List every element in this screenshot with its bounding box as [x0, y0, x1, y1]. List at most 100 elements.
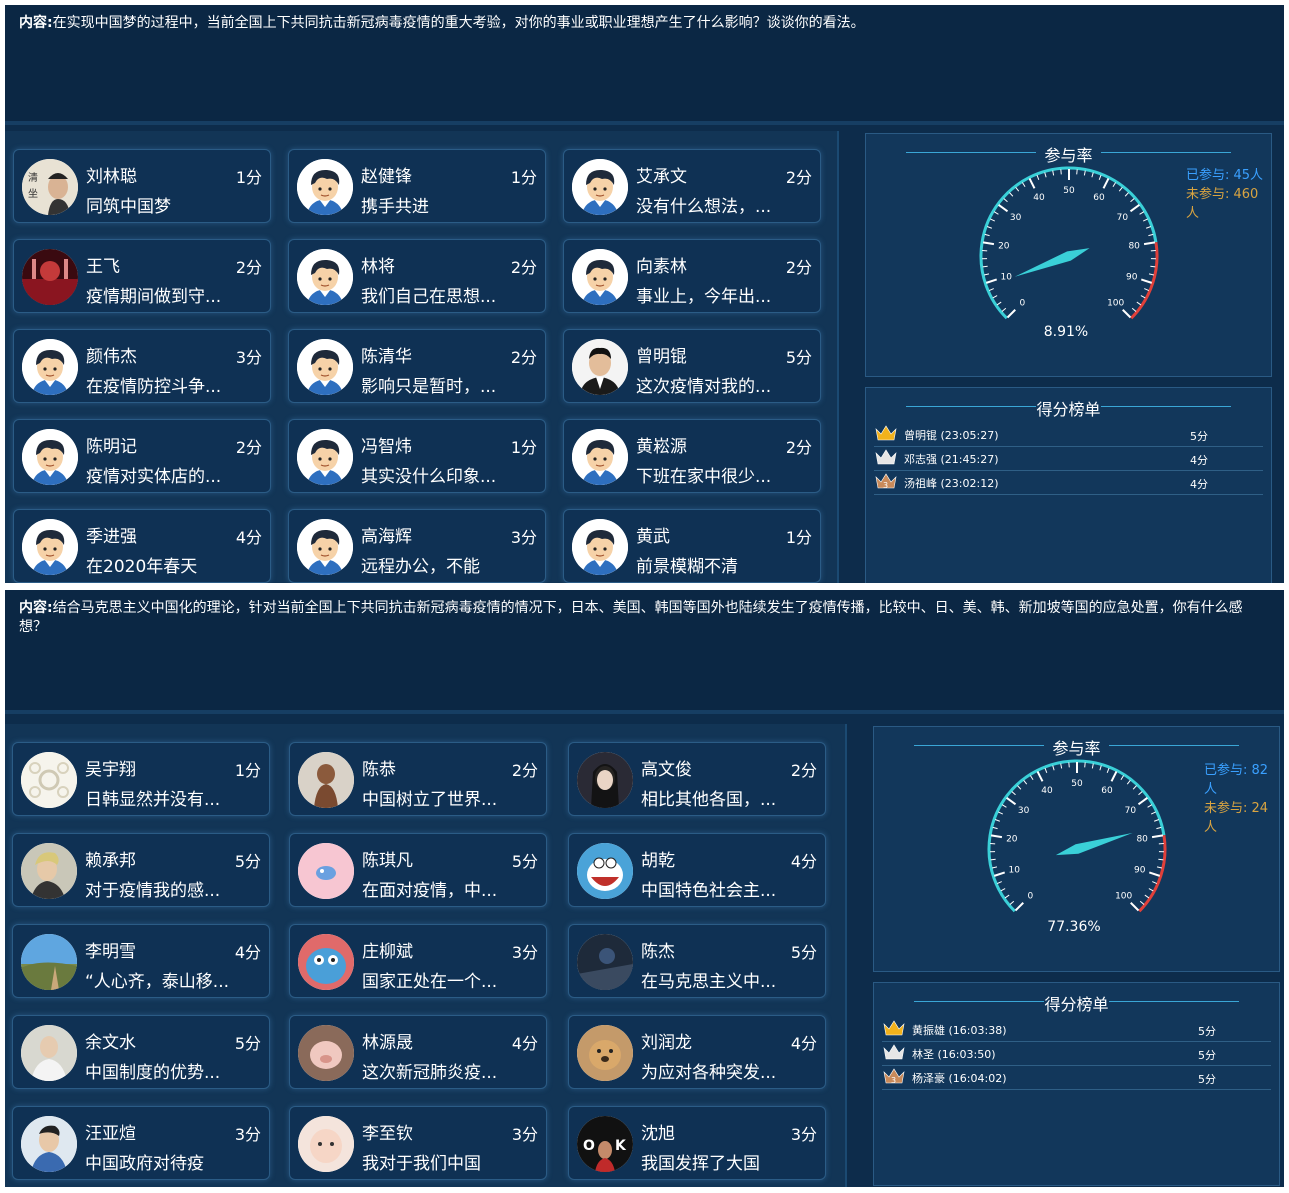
gauge-tick-label: 50 — [1063, 186, 1075, 196]
gauge-minor-tick — [1021, 182, 1026, 188]
avatar: 清坐 — [22, 159, 78, 215]
answer-card[interactable]: 陈恭 2分 中国树立了世界... — [289, 742, 547, 816]
gauge-minor-tick — [1130, 198, 1135, 203]
ranking-row: 3 汤祖峰 (23:02:12) 4分 — [874, 470, 1263, 495]
gauge-tick-label: 0 — [1019, 299, 1025, 309]
answer-card[interactable]: 陈明记 2分 疫情对实体店的... — [13, 419, 271, 493]
gauge-minor-tick — [1009, 192, 1014, 197]
answer-card[interactable]: 林将 2分 我们自己在思想... — [288, 239, 546, 313]
gauge-major-tick — [1130, 902, 1140, 912]
gauge-minor-tick — [996, 301, 1002, 306]
gauge-major-tick — [1151, 834, 1164, 839]
gauge-minor-tick — [1015, 186, 1020, 192]
gauge-tick-label: 10 — [1001, 272, 1013, 282]
svg-text:K: K — [615, 1138, 627, 1154]
answer-card[interactable]: O K 沈旭 3分 我国发挥了大国 — [568, 1106, 826, 1180]
gauge-arc — [1130, 242, 1159, 320]
answer-card[interactable]: 高海辉 3分 远程办公，不能 — [288, 509, 546, 583]
answer-excerpt: 疫情对实体店的... — [86, 467, 222, 487]
gauge-needle — [1055, 832, 1133, 856]
answer-excerpt: 我对于我们中国 — [362, 1154, 481, 1174]
avatar — [572, 159, 628, 215]
answer-excerpt: 事业上，今年出... — [636, 287, 772, 307]
score: 5分 — [511, 852, 538, 871]
answer-card[interactable]: 黄武 1分 前景模糊不清 — [563, 509, 821, 583]
gauge-arc — [1138, 835, 1167, 913]
answer-card[interactable]: 曾明锟 5分 这次疫情对我的... — [563, 329, 821, 403]
avatar — [577, 934, 633, 990]
answer-card[interactable]: 清坐刘林聪 1分 同筑中国梦 — [13, 149, 271, 223]
answer-card[interactable]: 李明雪 4分 “人心齐，泰山移... — [12, 924, 270, 998]
avatar — [572, 249, 628, 305]
participation-legend: 已参与: 82人 未参与: 24人 — [1204, 761, 1279, 837]
answer-card[interactable]: 季进强 4分 在2020年春天 — [13, 509, 271, 583]
answer-card[interactable]: 汪亚煊 3分 中国政府对待疫 — [12, 1106, 270, 1180]
answer-card[interactable]: 胡乾 4分 中国特色社会主... — [568, 833, 826, 907]
answer-card[interactable]: 陈清华 2分 影响只是暂时，... — [288, 329, 546, 403]
gauge-tick-label: 100 — [1107, 299, 1124, 309]
avatar — [577, 1025, 633, 1081]
answer-card[interactable]: 吴宇翔 1分 日韩显然并没有... — [12, 742, 270, 816]
crown-icon — [882, 1042, 906, 1062]
student-name: 高海辉 — [361, 527, 412, 547]
score: 3分 — [510, 528, 537, 547]
score: 4分 — [511, 1034, 538, 1053]
svg-text:3: 3 — [891, 1076, 896, 1085]
ranking-title-text: 得分榜单 — [1036, 400, 1101, 419]
answer-card[interactable]: 颜伟杰 3分 在疫情防控斗争... — [13, 329, 271, 403]
gauge-major-tick — [990, 834, 1003, 839]
participation-gauge: 0 10 20 30 40 50 60 70 80 90 100 — [979, 166, 1159, 320]
answer-card[interactable]: 赵健锋 1分 携手共进 — [288, 149, 546, 223]
ranking-name: 邓志强 (21:45:27) — [904, 453, 999, 466]
gauge-minor-tick — [998, 811, 1004, 815]
gauge-minor-tick — [1120, 775, 1125, 781]
answer-card[interactable]: 艾承文 2分 没有什么想法，... — [563, 149, 821, 223]
answer-card[interactable]: 庄柳斌 3分 国家正处在一个... — [289, 924, 547, 998]
gauge-tick-label: 70 — [1117, 213, 1129, 223]
answer-card[interactable]: 余文水 5分 中国制度的优势... — [12, 1015, 270, 1089]
topic-label: 内容: — [19, 15, 53, 31]
gauge-minor-tick — [1000, 888, 1006, 892]
answer-card[interactable]: 刘润龙 4分 为应对各种突发... — [568, 1015, 826, 1089]
gauge-minor-tick — [986, 226, 993, 229]
avatar — [22, 429, 78, 485]
answer-card-grid: 清坐刘林聪 1分 同筑中国梦 赵健锋 1分 携手共进 艾承文 2分 没有什么想法，... 王飞 2分… — [5, 131, 839, 583]
student-name: 高文俊 — [641, 760, 692, 780]
score: 1分 — [234, 761, 261, 780]
score: 5分 — [234, 1034, 261, 1053]
answer-card[interactable]: 李至钦 3分 我对于我们中国 — [289, 1106, 547, 1180]
gauge-major-tick — [1014, 902, 1024, 912]
ranking-name: 林圣 (16:03:50) — [912, 1048, 996, 1061]
ranking-score: 4分 — [1190, 478, 1208, 491]
answer-card[interactable]: 王飞 2分 疫情期间做到守... — [13, 239, 271, 313]
gauge-minor-tick — [1091, 172, 1094, 178]
avatar — [298, 1116, 354, 1172]
gauge-minor-tick — [1136, 301, 1142, 306]
gauge-minor-tick — [992, 295, 998, 299]
answer-card[interactable]: 林源晟 4分 这次新冠肺炎疫... — [289, 1015, 547, 1089]
score: 3分 — [234, 1125, 261, 1144]
answer-card[interactable]: 陈杰 5分 在马克思主义中... — [568, 924, 826, 998]
student-name: 颜伟杰 — [86, 347, 137, 367]
score: 2分 — [790, 761, 817, 780]
gauge-value: 77.36% — [1047, 919, 1101, 935]
answer-excerpt: 对于疫情我的感... — [85, 881, 221, 901]
answer-card[interactable]: 向素林 2分 事业上，今年出... — [563, 239, 821, 313]
answer-card[interactable]: 赖承邦 5分 对于疫情我的感... — [12, 833, 270, 907]
answer-card[interactable]: 高文俊 2分 相比其他各国，... — [568, 742, 826, 816]
gauge-minor-tick — [1150, 265, 1156, 268]
gauge-minor-tick — [1138, 791, 1143, 796]
participation-gauge-box: 参与率 0 10 20 30 40 50 60 70 80 90 100 8.91% 已参与: 45… — [865, 133, 1272, 377]
score: 5分 — [785, 348, 812, 367]
gauge-tick-label: 50 — [1071, 779, 1083, 789]
answer-card[interactable]: 黄崧源 2分 下班在家中很少... — [563, 419, 821, 493]
gauge-tick-label: 40 — [1041, 786, 1053, 796]
gauge-minor-tick — [1131, 307, 1137, 312]
answer-card[interactable]: 冯智炜 1分 其实没什么印象... — [288, 419, 546, 493]
svg-text:清: 清 — [28, 171, 38, 184]
ranking-name: 黄振雄 (16:03:38) — [912, 1024, 1007, 1037]
avatar — [21, 934, 77, 990]
gauge-major-tick — [1143, 241, 1156, 246]
gauge-minor-tick — [1052, 765, 1055, 771]
answer-card[interactable]: 陈琪凡 5分 在面对疫情，中... — [289, 833, 547, 907]
